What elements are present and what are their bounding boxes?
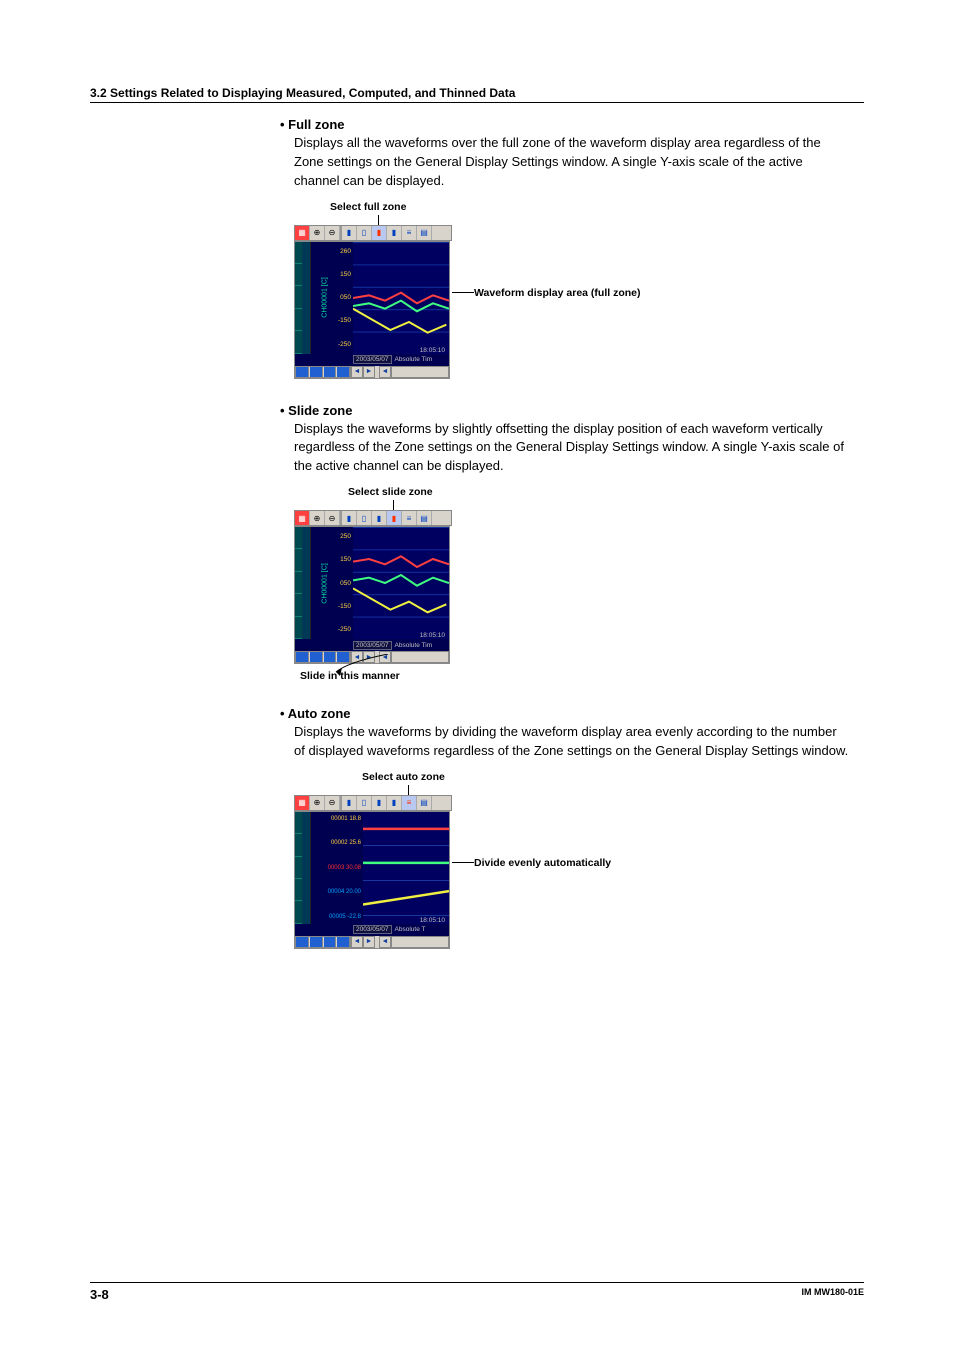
scroll-right-icon[interactable]: ►: [363, 936, 375, 948]
auto-zone-top-label: Select auto zone: [362, 771, 452, 783]
scroll-left-icon[interactable]: ◄: [351, 366, 363, 378]
grid-icon[interactable]: ▦: [295, 226, 310, 240]
auto-zone-block: Auto zone Displays the waveforms by divi…: [280, 706, 850, 949]
full-zone-figure: Select full zone ▦ ⊕ ⊖ ▮ ▯ ▮ ▮ ≡ ▤: [294, 201, 694, 379]
channel-strip: [295, 527, 303, 639]
edit-zone-icon[interactable]: ▯: [357, 796, 372, 810]
slide-zone-chart: CH00001 [C] 250 150 050 -150 -250: [294, 526, 450, 664]
tab-strip[interactable]: [295, 936, 351, 948]
auto-zone-toolbar: ▦ ⊕ ⊖ ▮ ▯ ▮ ▮ ≡ ▤: [294, 795, 452, 949]
zoom-out-icon[interactable]: ⊖: [325, 796, 340, 810]
channel-strip-2: [303, 812, 311, 924]
multi-axis-icon[interactable]: ≡: [402, 511, 417, 525]
auto-zone-figure: Select auto zone ▦ ⊕ ⊖ ▮ ▯ ▮ ▮ ≡ ▤: [294, 771, 694, 949]
date-value: 2003/05/07: [353, 925, 392, 934]
slide-zone-body: Displays the waveforms by slightly offse…: [294, 420, 850, 477]
full-zone-body: Displays all the waveforms over the full…: [294, 134, 850, 191]
scroll-left-icon-2[interactable]: ◄: [379, 936, 391, 948]
mode-value: Absolute Tim: [395, 356, 433, 363]
scroll-right-icon[interactable]: ►: [363, 366, 375, 378]
zoom-in-icon[interactable]: ⊕: [310, 226, 325, 240]
doc-id: IM MW180-01E: [801, 1287, 864, 1302]
slide-zone-toolbar: ▦ ⊕ ⊖ ▮ ▯ ▮ ▮ ≡ ▤: [294, 510, 452, 664]
full-zone-top-label: Select full zone: [330, 201, 452, 213]
page-footer: 3-8 IM MW180-01E: [90, 1282, 864, 1302]
full-zone-icon[interactable]: ▮: [372, 511, 387, 525]
y-axis-label: CH00001 [C]: [322, 563, 329, 603]
y-axis-ticks: 260 150 050 -150 -250: [338, 248, 351, 348]
slide-zone-icon[interactable]: ▮: [387, 796, 402, 810]
slide-zone-icon[interactable]: ▮: [387, 511, 402, 525]
grid-icon[interactable]: ▦: [295, 796, 310, 810]
edit-zone-icon[interactable]: ▯: [357, 511, 372, 525]
auto-zone-body: Displays the waveforms by dividing the w…: [294, 723, 850, 761]
multi-axis-icon[interactable]: ▤: [417, 796, 432, 810]
mode-value: Absolute Tim: [395, 642, 433, 649]
timestamp: 18:05:10: [420, 917, 445, 924]
page-number: 3-8: [90, 1287, 109, 1302]
h-scrollbar[interactable]: [391, 936, 449, 948]
multi-axis-icon[interactable]: ≡: [402, 226, 417, 240]
auto-zone-icon[interactable]: ▤: [417, 511, 432, 525]
full-zone-icon[interactable]: ▮: [372, 796, 387, 810]
zoom-out-icon[interactable]: ⊖: [325, 226, 340, 240]
slide-arrow-icon: [318, 654, 438, 688]
full-zone-chart: CH00001 [C] 260 150 050 -150 -250: [294, 241, 450, 379]
channel-strip-2: [303, 527, 311, 639]
timestamp: 18:05:10: [420, 347, 445, 354]
auto-zone-chart: 00001 18.8 00002 25.6 00003 30.08 00004 …: [294, 811, 450, 949]
full-zone-block: Full zone Displays all the waveforms ove…: [280, 117, 850, 379]
full-zone-icon[interactable]: ▮: [372, 226, 387, 240]
lane-labels: 00001 18.8 00002 25.6 00003 30.08 00004 …: [328, 816, 361, 920]
zoom-out-icon[interactable]: ⊖: [325, 511, 340, 525]
slide-zone-figure: Select slide zone ▦ ⊕ ⊖ ▮ ▯ ▮ ▮ ≡ ▤: [294, 486, 494, 682]
channel-strip-2: [303, 242, 311, 354]
user-zone-icon[interactable]: ▮: [342, 226, 357, 240]
scroll-left-icon[interactable]: ◄: [351, 936, 363, 948]
channel-strip: [295, 242, 303, 354]
callout-line: [408, 785, 409, 795]
auto-zone-callout: Divide evenly automatically: [452, 857, 611, 869]
auto-zone-icon[interactable]: ≡: [402, 796, 417, 810]
section-header: 3.2 Settings Related to Displaying Measu…: [90, 86, 864, 103]
date-value: 2003/05/07: [353, 641, 392, 650]
plot-area: [363, 812, 449, 924]
plot-area: [353, 242, 449, 354]
y-axis-label: CH00001 [C]: [322, 277, 329, 317]
date-value: 2003/05/07: [353, 355, 392, 364]
scroll-left-icon-2[interactable]: ◄: [379, 366, 391, 378]
h-scrollbar[interactable]: [391, 366, 449, 378]
user-zone-icon[interactable]: ▮: [342, 796, 357, 810]
callout-line: [378, 215, 379, 225]
full-zone-callout: Waveform display area (full zone): [452, 287, 640, 299]
zoom-in-icon[interactable]: ⊕: [310, 796, 325, 810]
slide-zone-top-label: Select slide zone: [348, 486, 452, 498]
y-axis-ticks: 250 150 050 -150 -250: [338, 533, 351, 633]
mode-value: Absolute T: [395, 926, 426, 933]
edit-zone-icon[interactable]: ▯: [357, 226, 372, 240]
user-zone-icon[interactable]: ▮: [342, 511, 357, 525]
plot-area: [353, 527, 449, 639]
callout-line: [393, 500, 394, 510]
auto-zone-title: Auto zone: [280, 706, 850, 721]
slide-zone-block: Slide zone Displays the waveforms by sli…: [280, 403, 850, 683]
grid-icon[interactable]: ▦: [295, 511, 310, 525]
auto-zone-icon[interactable]: ▤: [417, 226, 432, 240]
zoom-in-icon[interactable]: ⊕: [310, 511, 325, 525]
slide-zone-icon[interactable]: ▮: [387, 226, 402, 240]
full-zone-toolbar: ▦ ⊕ ⊖ ▮ ▯ ▮ ▮ ≡ ▤: [294, 225, 452, 379]
slide-zone-title: Slide zone: [280, 403, 850, 418]
timestamp: 18:05:10: [420, 632, 445, 639]
full-zone-title: Full zone: [280, 117, 850, 132]
tab-strip[interactable]: [295, 366, 351, 378]
channel-strip: [295, 812, 303, 924]
